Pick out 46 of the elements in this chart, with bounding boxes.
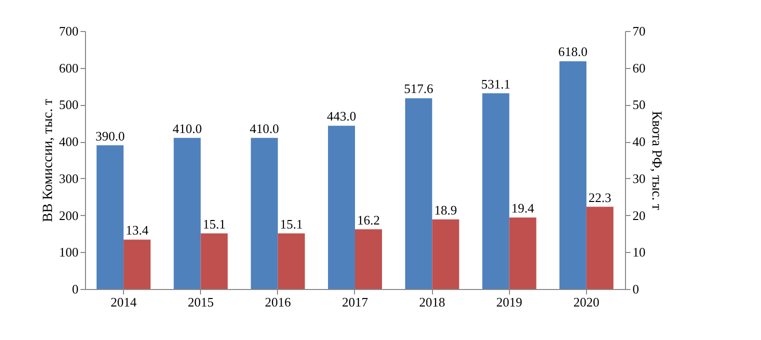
y-tick-label: 600 xyxy=(59,60,78,76)
bar xyxy=(250,138,278,289)
y2-tick-label: 10 xyxy=(632,244,646,260)
data-label: 443.0 xyxy=(326,108,356,124)
data-label: 618.0 xyxy=(558,44,588,60)
bar xyxy=(174,138,201,289)
data-label: 16.2 xyxy=(357,212,380,228)
x-tick-label: 2018 xyxy=(419,294,446,310)
data-label: 22.3 xyxy=(588,190,612,205)
y-tick-label: 500 xyxy=(59,97,78,112)
y-axis-title: ВВ Комиссии, тыс. т xyxy=(41,98,56,222)
data-label: 19.4 xyxy=(511,200,535,216)
y-tick-label: 300 xyxy=(59,170,78,186)
x-tick-label: 2016 xyxy=(264,294,292,310)
y-tick-label: 0 xyxy=(72,282,78,296)
x-tick-label: 2020 xyxy=(573,294,600,310)
bar xyxy=(482,93,510,289)
y-tick-label: 700 xyxy=(59,24,78,38)
y-tick-label: 400 xyxy=(59,134,78,150)
y2-tick-label: 0 xyxy=(632,282,639,296)
y2-tick-label: 50 xyxy=(632,97,646,112)
y2-axis-title: Квота РФ, тыс. т xyxy=(648,110,664,210)
data-label: 410.0 xyxy=(250,120,279,136)
data-label: 15.1 xyxy=(280,216,303,232)
data-label: 15.1 xyxy=(202,216,226,232)
y2-tick-label: 60 xyxy=(632,60,646,76)
x-tick-label: 2015 xyxy=(188,294,214,310)
y2-tick-label: 30 xyxy=(632,170,646,186)
bar xyxy=(405,98,432,289)
bar xyxy=(328,126,355,289)
y2-tick-label: 20 xyxy=(632,208,646,223)
data-label: 517.6 xyxy=(404,81,434,96)
y2-tick-label: 70 xyxy=(632,24,646,38)
bar xyxy=(96,145,124,289)
x-tick-label: 2019 xyxy=(496,294,522,310)
y-tick-label: 100 xyxy=(59,244,78,260)
y-tick-label: 200 xyxy=(59,208,78,223)
data-label: 390.0 xyxy=(95,128,125,144)
x-tick-label: 2017 xyxy=(342,294,368,310)
data-label: 13.4 xyxy=(126,222,149,238)
x-tick-label: 2014 xyxy=(110,294,138,310)
bar xyxy=(559,61,586,289)
y2-tick-label: 40 xyxy=(632,134,646,150)
data-label: 531.1 xyxy=(481,76,510,92)
data-label: 410.0 xyxy=(172,120,202,136)
data-label: 18.9 xyxy=(434,202,458,218)
